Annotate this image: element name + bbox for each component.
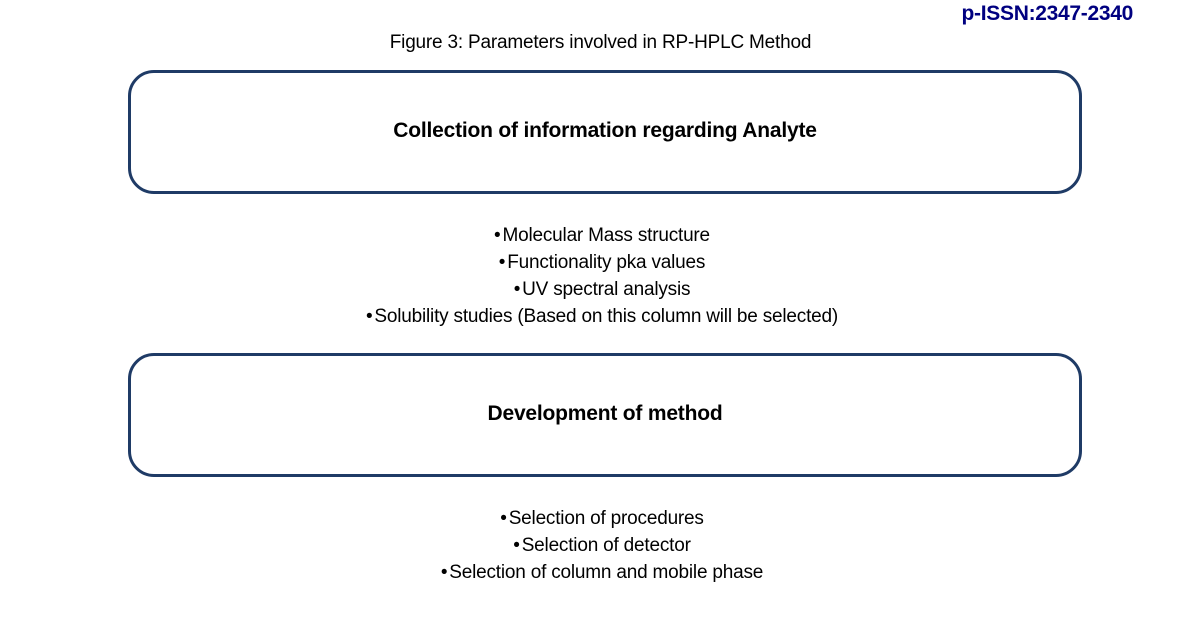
page-canvas: p-ISSN:2347-2340 Figure 3: Parameters in…: [0, 0, 1201, 634]
bullet-item: Molecular Mass structure: [128, 222, 1076, 249]
section-title-1: Collection of information regarding Anal…: [393, 119, 816, 143]
section-box-2: Development of method: [128, 353, 1082, 477]
bullet-item: Functionality pka values: [128, 249, 1076, 276]
figure-caption: Figure 3: Parameters involved in RP-HPLC…: [0, 32, 1201, 54]
section-title-2: Development of method: [488, 402, 723, 426]
issn-label: p-ISSN:2347-2340: [962, 2, 1133, 26]
bullet-item: Solubility studies (Based on this column…: [128, 303, 1076, 330]
bullet-item: Selection of detector: [128, 532, 1076, 559]
section-bullets-2: Selection of procedures Selection of det…: [128, 505, 1076, 586]
bullet-item: Selection of column and mobile phase: [128, 559, 1076, 586]
bullet-item: UV spectral analysis: [128, 276, 1076, 303]
section-bullets-1: Molecular Mass structure Functionality p…: [128, 222, 1076, 330]
bullet-item: Selection of procedures: [128, 505, 1076, 532]
section-box-1: Collection of information regarding Anal…: [128, 70, 1082, 194]
